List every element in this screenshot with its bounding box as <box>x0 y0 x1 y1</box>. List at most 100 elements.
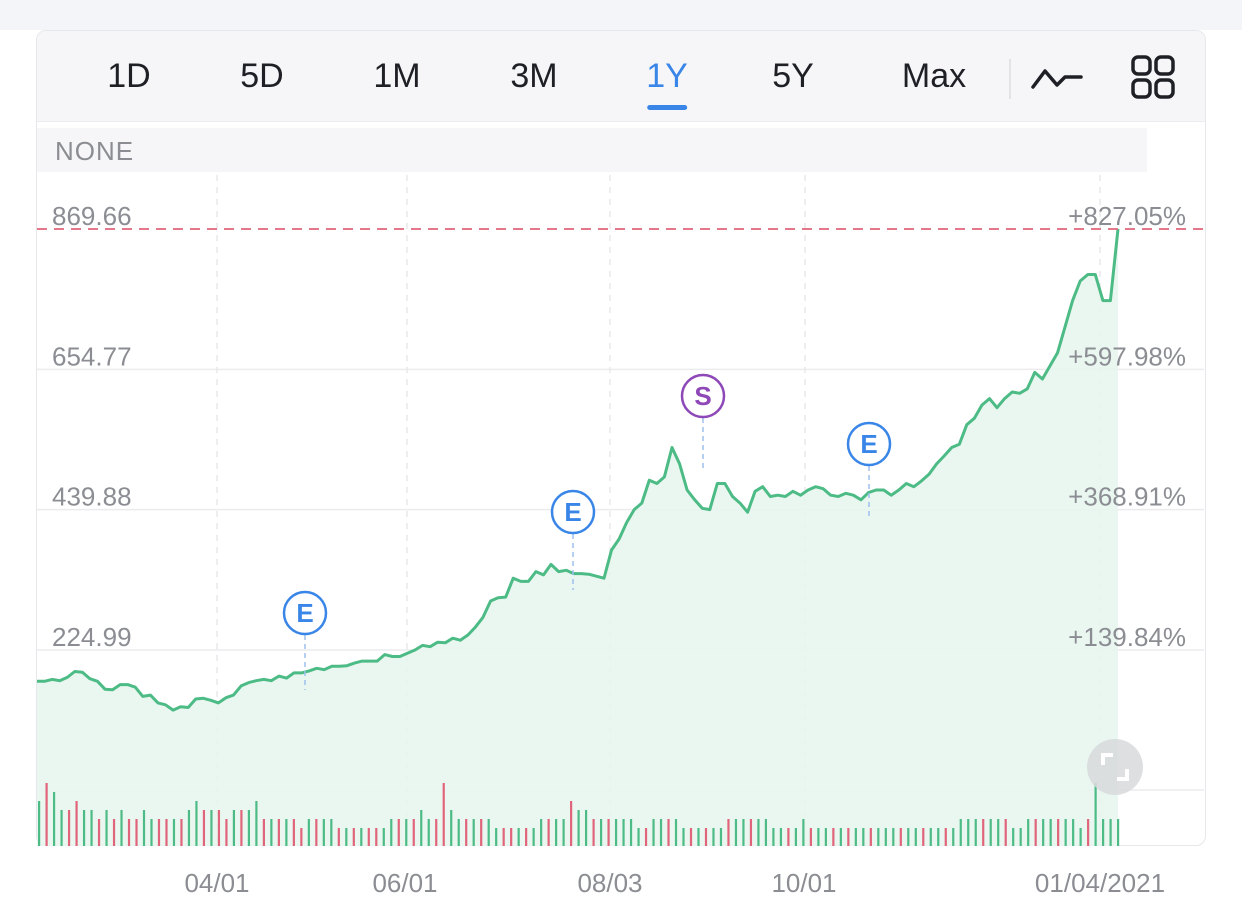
split-event-marker[interactable] <box>680 373 726 419</box>
volume-bar <box>577 810 580 846</box>
volume-bar <box>75 801 78 846</box>
x-tick-label: 04/01 <box>184 868 249 898</box>
volume-bar <box>517 828 520 846</box>
tab-5d[interactable]: 5D <box>240 57 283 97</box>
indicator-row[interactable]: NONE <box>37 128 1147 172</box>
volume-bar <box>202 810 206 846</box>
volume-bar <box>247 810 251 846</box>
volume-bar <box>360 828 363 846</box>
indicator-label: NONE <box>55 136 135 166</box>
volume-bar <box>157 819 161 846</box>
volume-bar <box>82 810 86 846</box>
volume-bar <box>749 819 753 846</box>
volume-bar <box>712 828 715 846</box>
volume-bar <box>727 819 730 846</box>
volume-bar <box>614 819 618 846</box>
volume-bar <box>1064 819 1067 846</box>
volume-bar <box>937 828 940 846</box>
volume-bar <box>255 801 258 846</box>
volume-bar <box>277 819 280 846</box>
earnings-event-marker[interactable] <box>550 489 596 535</box>
volume-bar <box>105 810 108 846</box>
volume-bar <box>172 819 176 846</box>
line-chart-icon <box>1031 69 1083 89</box>
volume-bar <box>480 819 483 846</box>
volume-bar <box>607 819 610 846</box>
volume-bar <box>510 828 513 846</box>
y-tick-label: 439.88 <box>52 482 132 512</box>
volume-bar <box>570 801 573 846</box>
volume-bar <box>1072 819 1075 846</box>
volume-bar <box>794 828 797 846</box>
expand-button[interactable] <box>1087 739 1143 795</box>
tab-5y[interactable]: 5Y <box>772 57 814 97</box>
event-label: E <box>564 497 581 527</box>
volume-bar <box>914 828 917 846</box>
volume-bar <box>150 819 153 846</box>
volume-bar <box>495 828 498 846</box>
volume-bar <box>1109 819 1112 846</box>
volume-bar <box>929 828 932 846</box>
chart-type-button[interactable] <box>1029 53 1085 105</box>
toolbar-divider <box>1009 59 1011 99</box>
tab-label: 1D <box>107 57 151 95</box>
volume-bar <box>922 828 925 846</box>
tab-max[interactable]: Max <box>902 57 966 97</box>
volume-bar <box>1079 828 1082 846</box>
volume-bar <box>1019 828 1022 846</box>
volume-bar <box>442 783 445 846</box>
volume-bar <box>854 828 857 846</box>
volume-bar <box>307 819 310 846</box>
volume-bar <box>967 819 970 846</box>
volume-bar <box>547 819 550 846</box>
volume-bar <box>135 819 138 846</box>
layout-button[interactable] <box>1125 53 1181 105</box>
pct-tick-label: +368.91% <box>1068 482 1186 512</box>
volume-bar <box>959 819 962 846</box>
volume-bar <box>1027 819 1030 846</box>
volume-bar <box>689 828 693 846</box>
volume-bar <box>629 819 633 846</box>
tab-label: 1Y <box>646 57 688 95</box>
top-strip <box>0 0 1242 30</box>
tab-1m[interactable]: 1M <box>373 57 420 97</box>
volume-bar <box>1094 783 1097 846</box>
tab-1d[interactable]: 1D <box>107 57 150 97</box>
volume-bar <box>734 819 738 846</box>
x-tick-label: 08/03 <box>577 868 642 898</box>
volume-bar <box>674 819 678 846</box>
earnings-event-marker[interactable] <box>846 421 892 467</box>
volume-bar <box>165 819 168 846</box>
volume-bar <box>742 819 745 846</box>
earnings-event-marker[interactable] <box>282 590 328 636</box>
volume-bar <box>337 828 340 846</box>
y-tick-label: 654.77 <box>52 341 132 371</box>
volume-bar <box>52 792 56 846</box>
x-tick-label: 06/01 <box>372 868 437 898</box>
tab-label: 3M <box>510 57 558 95</box>
area-fill <box>37 229 1118 846</box>
volume-bar <box>1057 819 1060 846</box>
range-tabs: 1D 5D 1M 3M 1Y 5Y Max <box>37 31 1205 122</box>
volume-bar <box>884 828 887 846</box>
volume-bar <box>38 801 41 846</box>
volume-bar <box>637 828 640 846</box>
volume-bar <box>225 819 228 846</box>
volume-bar <box>300 828 303 846</box>
volume-bar <box>892 828 895 846</box>
volume-bar <box>90 810 93 846</box>
tab-label: 5D <box>240 57 284 95</box>
tab-label: 1M <box>373 57 421 95</box>
volume-bar <box>824 828 827 846</box>
volume-bar <box>532 828 535 846</box>
volume-bar <box>180 819 183 846</box>
tab-1y[interactable]: 1Y <box>646 57 688 110</box>
tab-3m[interactable]: 3M <box>510 57 557 97</box>
volume-bar <box>622 819 625 846</box>
volume-bar <box>1102 819 1105 846</box>
volume-bar <box>540 819 543 846</box>
volume-bar <box>315 819 318 846</box>
grid-icon <box>1131 55 1175 99</box>
volume-bar <box>697 828 700 846</box>
volume-bar <box>405 819 408 846</box>
